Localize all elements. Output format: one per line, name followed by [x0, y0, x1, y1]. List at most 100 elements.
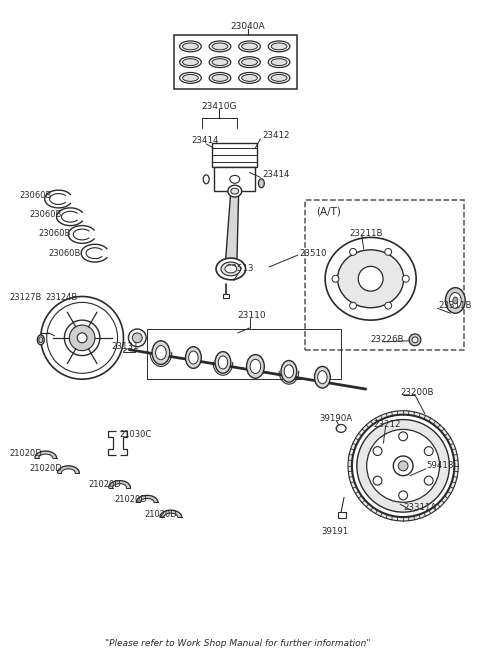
- Polygon shape: [58, 466, 79, 473]
- Text: 23060B: 23060B: [39, 229, 71, 238]
- Ellipse shape: [180, 56, 201, 68]
- Circle shape: [424, 476, 433, 485]
- Text: 23124B: 23124B: [46, 293, 78, 302]
- Ellipse shape: [268, 41, 290, 52]
- Circle shape: [385, 249, 392, 255]
- Ellipse shape: [314, 367, 330, 388]
- Text: 21030C: 21030C: [120, 430, 152, 439]
- Text: (A/T): (A/T): [316, 207, 341, 217]
- Circle shape: [69, 325, 95, 351]
- Ellipse shape: [209, 72, 231, 83]
- Circle shape: [412, 337, 418, 343]
- Ellipse shape: [239, 72, 260, 83]
- Ellipse shape: [337, 250, 404, 308]
- Polygon shape: [160, 510, 181, 517]
- Ellipse shape: [449, 293, 461, 308]
- Ellipse shape: [318, 371, 327, 384]
- Polygon shape: [108, 481, 131, 487]
- Text: 39191: 39191: [322, 527, 348, 537]
- Text: 23414: 23414: [263, 170, 290, 179]
- Text: 21020D: 21020D: [144, 510, 177, 519]
- Ellipse shape: [445, 287, 465, 313]
- Text: 23200B: 23200B: [400, 388, 434, 396]
- Text: 23040A: 23040A: [230, 22, 265, 31]
- Circle shape: [132, 333, 142, 343]
- Text: 23131: 23131: [112, 342, 139, 351]
- Circle shape: [385, 302, 392, 309]
- Bar: [174, 35, 297, 89]
- Circle shape: [362, 440, 405, 483]
- Ellipse shape: [228, 185, 241, 197]
- Circle shape: [64, 320, 100, 356]
- Circle shape: [393, 456, 413, 476]
- Text: 23212: 23212: [373, 420, 401, 429]
- Ellipse shape: [218, 356, 228, 369]
- Text: 23110: 23110: [238, 311, 266, 319]
- Polygon shape: [225, 191, 239, 269]
- Text: 23060B: 23060B: [29, 211, 61, 219]
- Ellipse shape: [453, 297, 458, 304]
- Ellipse shape: [182, 43, 198, 50]
- Ellipse shape: [212, 74, 228, 81]
- Text: 23510: 23510: [300, 249, 327, 258]
- Ellipse shape: [189, 351, 198, 364]
- Circle shape: [352, 415, 455, 517]
- Text: 23410G: 23410G: [201, 102, 237, 111]
- Text: 23060B: 23060B: [19, 191, 51, 199]
- Circle shape: [398, 461, 408, 471]
- Ellipse shape: [241, 58, 257, 66]
- Ellipse shape: [247, 355, 264, 379]
- Ellipse shape: [231, 188, 239, 194]
- Text: 23060B: 23060B: [48, 249, 81, 258]
- Ellipse shape: [209, 41, 231, 52]
- Text: 21020D: 21020D: [9, 449, 42, 457]
- Circle shape: [332, 276, 339, 282]
- Ellipse shape: [152, 341, 170, 365]
- Bar: [338, 512, 346, 518]
- Text: 23513: 23513: [226, 264, 253, 274]
- Text: 23414: 23414: [192, 136, 219, 146]
- Text: 23127B: 23127B: [9, 293, 42, 302]
- Ellipse shape: [268, 56, 290, 68]
- Ellipse shape: [241, 74, 257, 81]
- Circle shape: [373, 447, 382, 455]
- Ellipse shape: [239, 56, 260, 68]
- Circle shape: [373, 476, 382, 485]
- Circle shape: [399, 491, 408, 500]
- Text: 59418: 59418: [427, 461, 454, 470]
- Text: 23412: 23412: [263, 131, 290, 140]
- Ellipse shape: [325, 237, 416, 320]
- Ellipse shape: [212, 43, 228, 50]
- Ellipse shape: [271, 74, 287, 81]
- Circle shape: [367, 430, 440, 502]
- Ellipse shape: [258, 179, 264, 188]
- Circle shape: [357, 420, 449, 512]
- Ellipse shape: [225, 265, 237, 273]
- Circle shape: [399, 432, 408, 441]
- Circle shape: [129, 329, 146, 347]
- Polygon shape: [35, 451, 57, 458]
- Ellipse shape: [182, 74, 198, 81]
- Text: 23311B: 23311B: [439, 301, 472, 310]
- Ellipse shape: [180, 72, 201, 83]
- Ellipse shape: [215, 352, 231, 373]
- Circle shape: [348, 411, 458, 521]
- Text: "Please refer to Work Shop Manual for further information": "Please refer to Work Shop Manual for fu…: [105, 638, 371, 647]
- Text: 39190A: 39190A: [319, 414, 353, 423]
- Ellipse shape: [212, 58, 228, 66]
- Ellipse shape: [239, 41, 260, 52]
- Ellipse shape: [216, 258, 246, 279]
- Bar: [212, 143, 257, 167]
- Ellipse shape: [186, 347, 201, 369]
- Ellipse shape: [180, 41, 201, 52]
- Ellipse shape: [182, 58, 198, 66]
- Ellipse shape: [268, 72, 290, 83]
- Ellipse shape: [284, 365, 294, 378]
- Circle shape: [41, 297, 123, 379]
- Text: 21020D: 21020D: [88, 480, 121, 489]
- Ellipse shape: [209, 56, 231, 68]
- Bar: [214, 167, 255, 191]
- Ellipse shape: [336, 424, 346, 432]
- Ellipse shape: [241, 43, 257, 50]
- Ellipse shape: [281, 361, 297, 382]
